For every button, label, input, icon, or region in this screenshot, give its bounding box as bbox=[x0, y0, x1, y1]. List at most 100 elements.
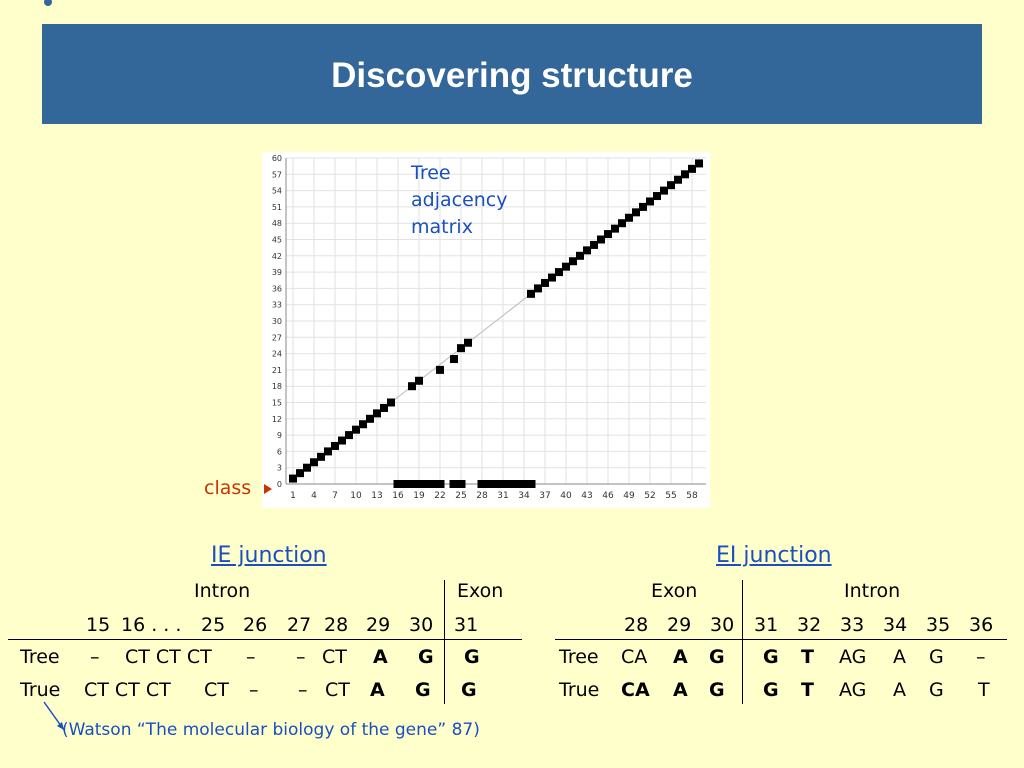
ei-tree-cell: G bbox=[709, 646, 725, 668]
y-tick-label: 0 bbox=[277, 480, 282, 489]
ie-boundary-rule bbox=[444, 580, 445, 704]
class-row-point bbox=[407, 480, 417, 488]
y-tick-label: 15 bbox=[272, 399, 282, 408]
x-tick-label: 4 bbox=[311, 491, 317, 501]
diagonal-point bbox=[366, 414, 374, 423]
ie-tree-cell: A bbox=[373, 646, 388, 668]
diagonal-point bbox=[548, 273, 556, 282]
x-tick-label: 28 bbox=[476, 491, 488, 501]
class-row-point bbox=[491, 480, 501, 488]
ie-header-intron: Intron bbox=[194, 580, 251, 602]
ei-tree-cell: G bbox=[929, 646, 944, 668]
ie-pos: 30 bbox=[409, 614, 434, 636]
x-tick-label: 46 bbox=[602, 491, 614, 501]
ie-pos: 27 bbox=[287, 614, 312, 636]
diagonal-point bbox=[667, 181, 675, 190]
ie-true-label: True bbox=[20, 679, 61, 701]
adjacency-matrix-plot: 1 4 7 10 13 16 19 22 25 28 31 34 37 40 43 46 49 52 55 58 0 3 6… bbox=[262, 152, 710, 508]
ei-pos: 34 bbox=[883, 614, 908, 636]
diagonal-point bbox=[380, 403, 388, 412]
x-tick-label: 19 bbox=[413, 491, 425, 501]
diagonal-point bbox=[653, 192, 661, 201]
ei-true-cell: CA bbox=[621, 679, 650, 701]
y-tick-label: 12 bbox=[272, 415, 282, 424]
ei-pos: 36 bbox=[969, 614, 994, 636]
class-row-point bbox=[456, 480, 466, 488]
diagonal-point bbox=[555, 268, 563, 277]
diagonal-point bbox=[660, 186, 668, 195]
diagonal-point bbox=[688, 164, 696, 173]
ei-true-cell: G bbox=[763, 679, 779, 701]
diagonal-point bbox=[303, 463, 311, 472]
ei-tree-cell: AG bbox=[839, 646, 867, 668]
x-tick-label: 13 bbox=[371, 491, 382, 501]
diagonal-point bbox=[597, 235, 605, 244]
ei-pos: 32 bbox=[797, 614, 822, 636]
ei-pos: 30 bbox=[710, 614, 735, 636]
ie-junction-title: IE junction bbox=[211, 543, 327, 568]
ie-pos: 31 bbox=[454, 614, 479, 636]
ei-tree-cell: A bbox=[673, 646, 688, 668]
y-tick-label: 21 bbox=[272, 366, 282, 375]
ei-header-rule bbox=[555, 639, 1007, 640]
reference-citation: (Watson “The molecular biology of the ge… bbox=[62, 720, 480, 740]
diagonal-point bbox=[338, 436, 346, 445]
ei-true-cell: A bbox=[893, 679, 906, 701]
y-tick-label: 48 bbox=[272, 219, 282, 228]
diagonal-point bbox=[352, 425, 360, 434]
y-tick-label: 6 bbox=[277, 447, 282, 456]
ei-tree-cell: – bbox=[976, 646, 986, 668]
diagonal-point bbox=[625, 213, 633, 222]
x-tick-label: 58 bbox=[686, 491, 698, 501]
ie-true-cell: G bbox=[415, 679, 431, 701]
class-row-point bbox=[526, 480, 536, 488]
ei-tree-cell: T bbox=[801, 646, 814, 668]
ei-tree-label: Tree bbox=[559, 646, 599, 668]
x-tick-label: 7 bbox=[332, 491, 338, 501]
diagonal-point bbox=[569, 257, 577, 266]
diagonal-point bbox=[611, 224, 619, 233]
diagonal-point bbox=[317, 452, 325, 461]
x-tick-label: 37 bbox=[539, 491, 550, 501]
y-tick-label: 54 bbox=[272, 187, 282, 196]
x-tick-label: 40 bbox=[560, 491, 572, 501]
ie-true-cell: G bbox=[461, 679, 477, 701]
ie-true-cell: – bbox=[249, 679, 259, 701]
y-tick-label: 36 bbox=[272, 284, 282, 293]
y-tick-label: 33 bbox=[272, 301, 282, 310]
ie-tree-cell: – bbox=[246, 646, 256, 668]
ei-tree-cell: G bbox=[763, 646, 779, 668]
diagonal-point bbox=[583, 246, 591, 255]
diagonal-point bbox=[324, 447, 332, 456]
x-tick-label: 25 bbox=[455, 491, 466, 501]
class-row-point bbox=[414, 480, 424, 488]
class-row-point bbox=[393, 480, 403, 488]
diagonal-point bbox=[296, 469, 304, 478]
ei-header-intron: Intron bbox=[844, 580, 901, 602]
class-row-point bbox=[505, 480, 515, 488]
diagonal-point bbox=[359, 420, 367, 429]
diagonal-point bbox=[457, 344, 465, 353]
ie-true-cell: A bbox=[370, 679, 385, 701]
diagonal-point bbox=[695, 159, 703, 168]
ei-junction-title: EI junction bbox=[716, 543, 832, 568]
class-row-point bbox=[512, 480, 522, 488]
diagonal-point bbox=[534, 284, 542, 293]
y-tick-label: 45 bbox=[272, 236, 282, 245]
annotation-line-1: Tree bbox=[411, 162, 451, 184]
ie-pos: 16 . . . bbox=[121, 614, 182, 636]
diagonal-point bbox=[527, 289, 535, 298]
diagonal-point bbox=[590, 240, 598, 249]
ei-true-cell: AG bbox=[839, 679, 867, 701]
ie-tree-cell: G bbox=[464, 646, 480, 668]
ei-true-cell: A bbox=[673, 679, 688, 701]
diagonal-point bbox=[345, 431, 353, 440]
diagonal-point bbox=[562, 262, 570, 271]
ei-pos: 33 bbox=[840, 614, 865, 636]
annotation-line-2: adjacency bbox=[411, 189, 508, 211]
ie-tree-cell: CT CT CT bbox=[125, 646, 212, 668]
ie-pos: 26 bbox=[243, 614, 268, 636]
ei-pos: 29 bbox=[667, 614, 692, 636]
diagonal-point bbox=[310, 458, 318, 467]
ei-tree-cell: CA bbox=[621, 646, 648, 668]
